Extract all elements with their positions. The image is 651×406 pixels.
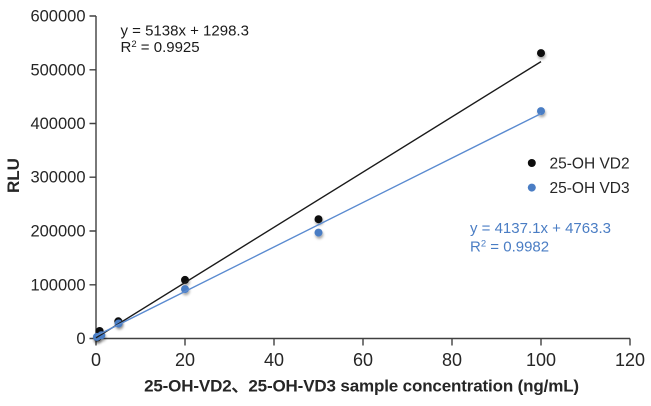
svg-text:200000: 200000 bbox=[30, 223, 85, 241]
svg-text:R2 = 0.9982: R2 = 0.9982 bbox=[470, 238, 549, 256]
svg-text:y = 4137.1x + 4763.3: y = 4137.1x + 4763.3 bbox=[470, 220, 611, 237]
svg-text:R2 = 0.9925: R2 = 0.9925 bbox=[121, 39, 200, 57]
svg-text:40: 40 bbox=[264, 350, 284, 370]
svg-text:25-OH-VD2、25-OH-VD3 sample con: 25-OH-VD2、25-OH-VD3 sample concentration… bbox=[144, 377, 579, 396]
svg-text:60: 60 bbox=[353, 350, 373, 370]
svg-text:120: 120 bbox=[615, 350, 645, 370]
svg-text:100000: 100000 bbox=[30, 276, 85, 294]
svg-text:25-OH VD3: 25-OH VD3 bbox=[550, 180, 630, 197]
svg-text:y = 5138x + 1298.3: y = 5138x + 1298.3 bbox=[121, 22, 249, 39]
svg-text:25-OH VD2: 25-OH VD2 bbox=[550, 155, 630, 172]
svg-text:0: 0 bbox=[76, 330, 85, 348]
svg-text:20: 20 bbox=[175, 350, 195, 370]
svg-text:0: 0 bbox=[91, 350, 101, 370]
svg-text:400000: 400000 bbox=[30, 115, 85, 133]
svg-text:600000: 600000 bbox=[30, 8, 85, 26]
svg-text:80: 80 bbox=[442, 350, 462, 370]
svg-text:500000: 500000 bbox=[30, 61, 85, 79]
svg-text:RLU: RLU bbox=[4, 158, 23, 193]
svg-text:300000: 300000 bbox=[30, 169, 85, 187]
svg-text:100: 100 bbox=[526, 350, 556, 370]
